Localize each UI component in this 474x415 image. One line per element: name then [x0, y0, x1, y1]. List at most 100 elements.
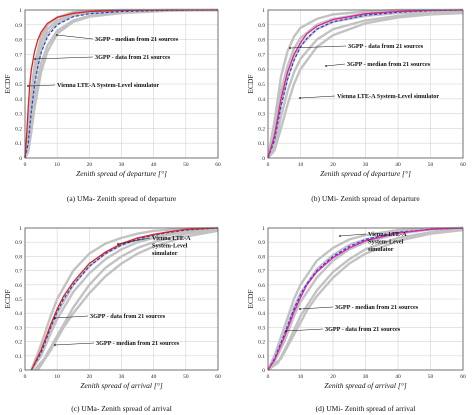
panel-4: 0 10 20 30 40 50 60 0 0.1 0.2 0.3 0.4 0.5 0.6 0.7 0.8 0.…	[246, 226, 466, 413]
y-tick-label: 1	[262, 8, 265, 14]
x-tick-label: 30	[363, 374, 369, 380]
source-curve	[33, 228, 219, 371]
annotation-leader	[34, 56, 94, 60]
annotation-label: 3GPP - median from 21 sources	[96, 340, 180, 347]
annotation-leader-dot	[34, 58, 36, 60]
x-tick-label: 20	[330, 374, 336, 380]
x-tick-label: 50	[428, 374, 434, 380]
vienna-series-line	[267, 9, 464, 159]
x-axis-label: Zenith spread of arrival [°]	[324, 381, 406, 390]
y-axis-label: ECDF	[3, 289, 12, 308]
annotation-label: 3GPP - data from 21 sources	[90, 313, 166, 320]
y-tick-label: 0	[19, 156, 22, 162]
x-tick-label: 20	[330, 162, 336, 168]
x-axis-label: Zenith spread of departure [°]	[76, 169, 167, 178]
x-tick-label: 60	[215, 162, 221, 168]
panel-caption: (a) UMa- Zenith spread of departure	[67, 194, 177, 203]
y-tick-label: 0.4	[258, 97, 265, 103]
source-curve	[267, 228, 464, 371]
x-tick-label: 10	[298, 374, 304, 380]
y-tick-label: 0.8	[258, 254, 265, 260]
y-tick-label: 0.3	[258, 112, 265, 118]
axes-frame	[267, 9, 464, 159]
y-tick-label: 1	[262, 226, 265, 232]
x-tick-label: 50	[183, 162, 189, 168]
x-tick-label: 40	[151, 162, 157, 168]
x-tick-label: 0	[267, 374, 270, 380]
x-tick-label: 40	[395, 374, 401, 380]
y-tick-label: 0.4	[258, 311, 265, 317]
annotation-label: 3GPP - data from 21 sources	[325, 326, 401, 333]
x-tick-label: 30	[119, 374, 125, 380]
annotation-leader	[54, 342, 95, 346]
y-tick-label: 0.7	[258, 269, 265, 275]
source-curve	[266, 10, 464, 159]
annotation-leader	[117, 237, 151, 245]
y-tick-label: 0.8	[258, 38, 265, 44]
annotation-leader	[54, 315, 89, 319]
x-tick-label: 60	[215, 374, 221, 380]
axes-frame	[24, 227, 219, 371]
panel-caption: (d) UMi- Zenith spread of arrival	[316, 404, 416, 413]
y-axis-label: ECDF	[246, 289, 255, 308]
y-tick-label: 0.2	[258, 126, 265, 132]
y-tick-label: 0.5	[15, 297, 22, 303]
x-tick-label: 50	[183, 374, 189, 380]
annotation-leader-dot	[27, 85, 29, 87]
x-tick-label: 40	[395, 162, 401, 168]
axes-frame	[24, 9, 219, 159]
annotation-label: 3GPP - median from 21 sources	[335, 304, 419, 311]
panel-3: 0 10 20 30 40 50 60 0 0.1 0.2 0.3 0.4 0.5 0.6 0.7 0.8 0.…	[3, 226, 221, 413]
annotation-leader	[325, 63, 346, 67]
source-curve	[30, 227, 219, 371]
y-tick-label: 0.2	[15, 126, 22, 132]
annotation-leader-dot	[299, 97, 301, 99]
y-tick-label: 0.5	[258, 82, 265, 88]
x-tick-label: 40	[151, 374, 157, 380]
annotation-leader-dot	[54, 344, 56, 346]
y-tick-label: 0.7	[15, 269, 22, 275]
annotation-label: Vienna LTE-A System-Level simulator	[152, 235, 191, 257]
y-tick-label: 0.1	[15, 141, 22, 147]
source-curve	[266, 8, 464, 159]
x-tick-label: 0	[24, 374, 27, 380]
panel-caption: (c) UMa- Zenith spread of arrival	[71, 404, 172, 413]
median-series-line	[24, 9, 219, 159]
y-tick-label: 0.9	[15, 23, 22, 29]
median-series-line	[30, 227, 219, 371]
axes-frame	[267, 227, 464, 371]
y-tick-label: 0.6	[258, 67, 265, 73]
annotation-label: Vienna LTE-A System-Level simulator	[368, 231, 407, 253]
source-curve	[267, 11, 464, 159]
y-tick-label: 0.1	[258, 354, 265, 360]
y-tick-label: 0.1	[258, 141, 265, 147]
y-tick-label: 0.6	[15, 283, 22, 289]
source-curve	[30, 226, 219, 371]
y-tick-label: 0.5	[15, 82, 22, 88]
median-series-line	[267, 9, 464, 159]
y-tick-label: 0	[262, 156, 265, 162]
panel-caption: (b) UMi- Zenith spread of departure	[311, 194, 420, 203]
y-tick-label: 0.3	[15, 325, 22, 331]
annotation-leader-dot	[325, 65, 327, 67]
annotation-leader-dot	[339, 235, 341, 237]
y-tick-label: 0.5	[258, 297, 265, 303]
x-tick-label: 30	[119, 162, 125, 168]
annotation-leader	[27, 84, 56, 87]
y-tick-label: 0.2	[15, 340, 22, 346]
x-axis-label: Zenith spread of arrival [°]	[80, 381, 162, 390]
annotation-leader-dot	[117, 243, 119, 245]
y-tick-label: 1	[19, 8, 22, 14]
vienna-series-line	[267, 227, 464, 371]
x-tick-label: 0	[24, 162, 27, 168]
annotation-leader-dot	[56, 34, 58, 36]
y-axis-label: ECDF	[3, 74, 12, 93]
annotation-leader-dot	[299, 308, 301, 310]
y-tick-label: 0.9	[258, 23, 265, 29]
median-series-line	[267, 227, 464, 371]
annotation-label: 3GPP - data from 21 sources	[95, 54, 171, 61]
x-tick-label: 0	[267, 162, 270, 168]
x-tick-label: 50	[428, 162, 434, 168]
x-tick-label: 20	[87, 162, 93, 168]
